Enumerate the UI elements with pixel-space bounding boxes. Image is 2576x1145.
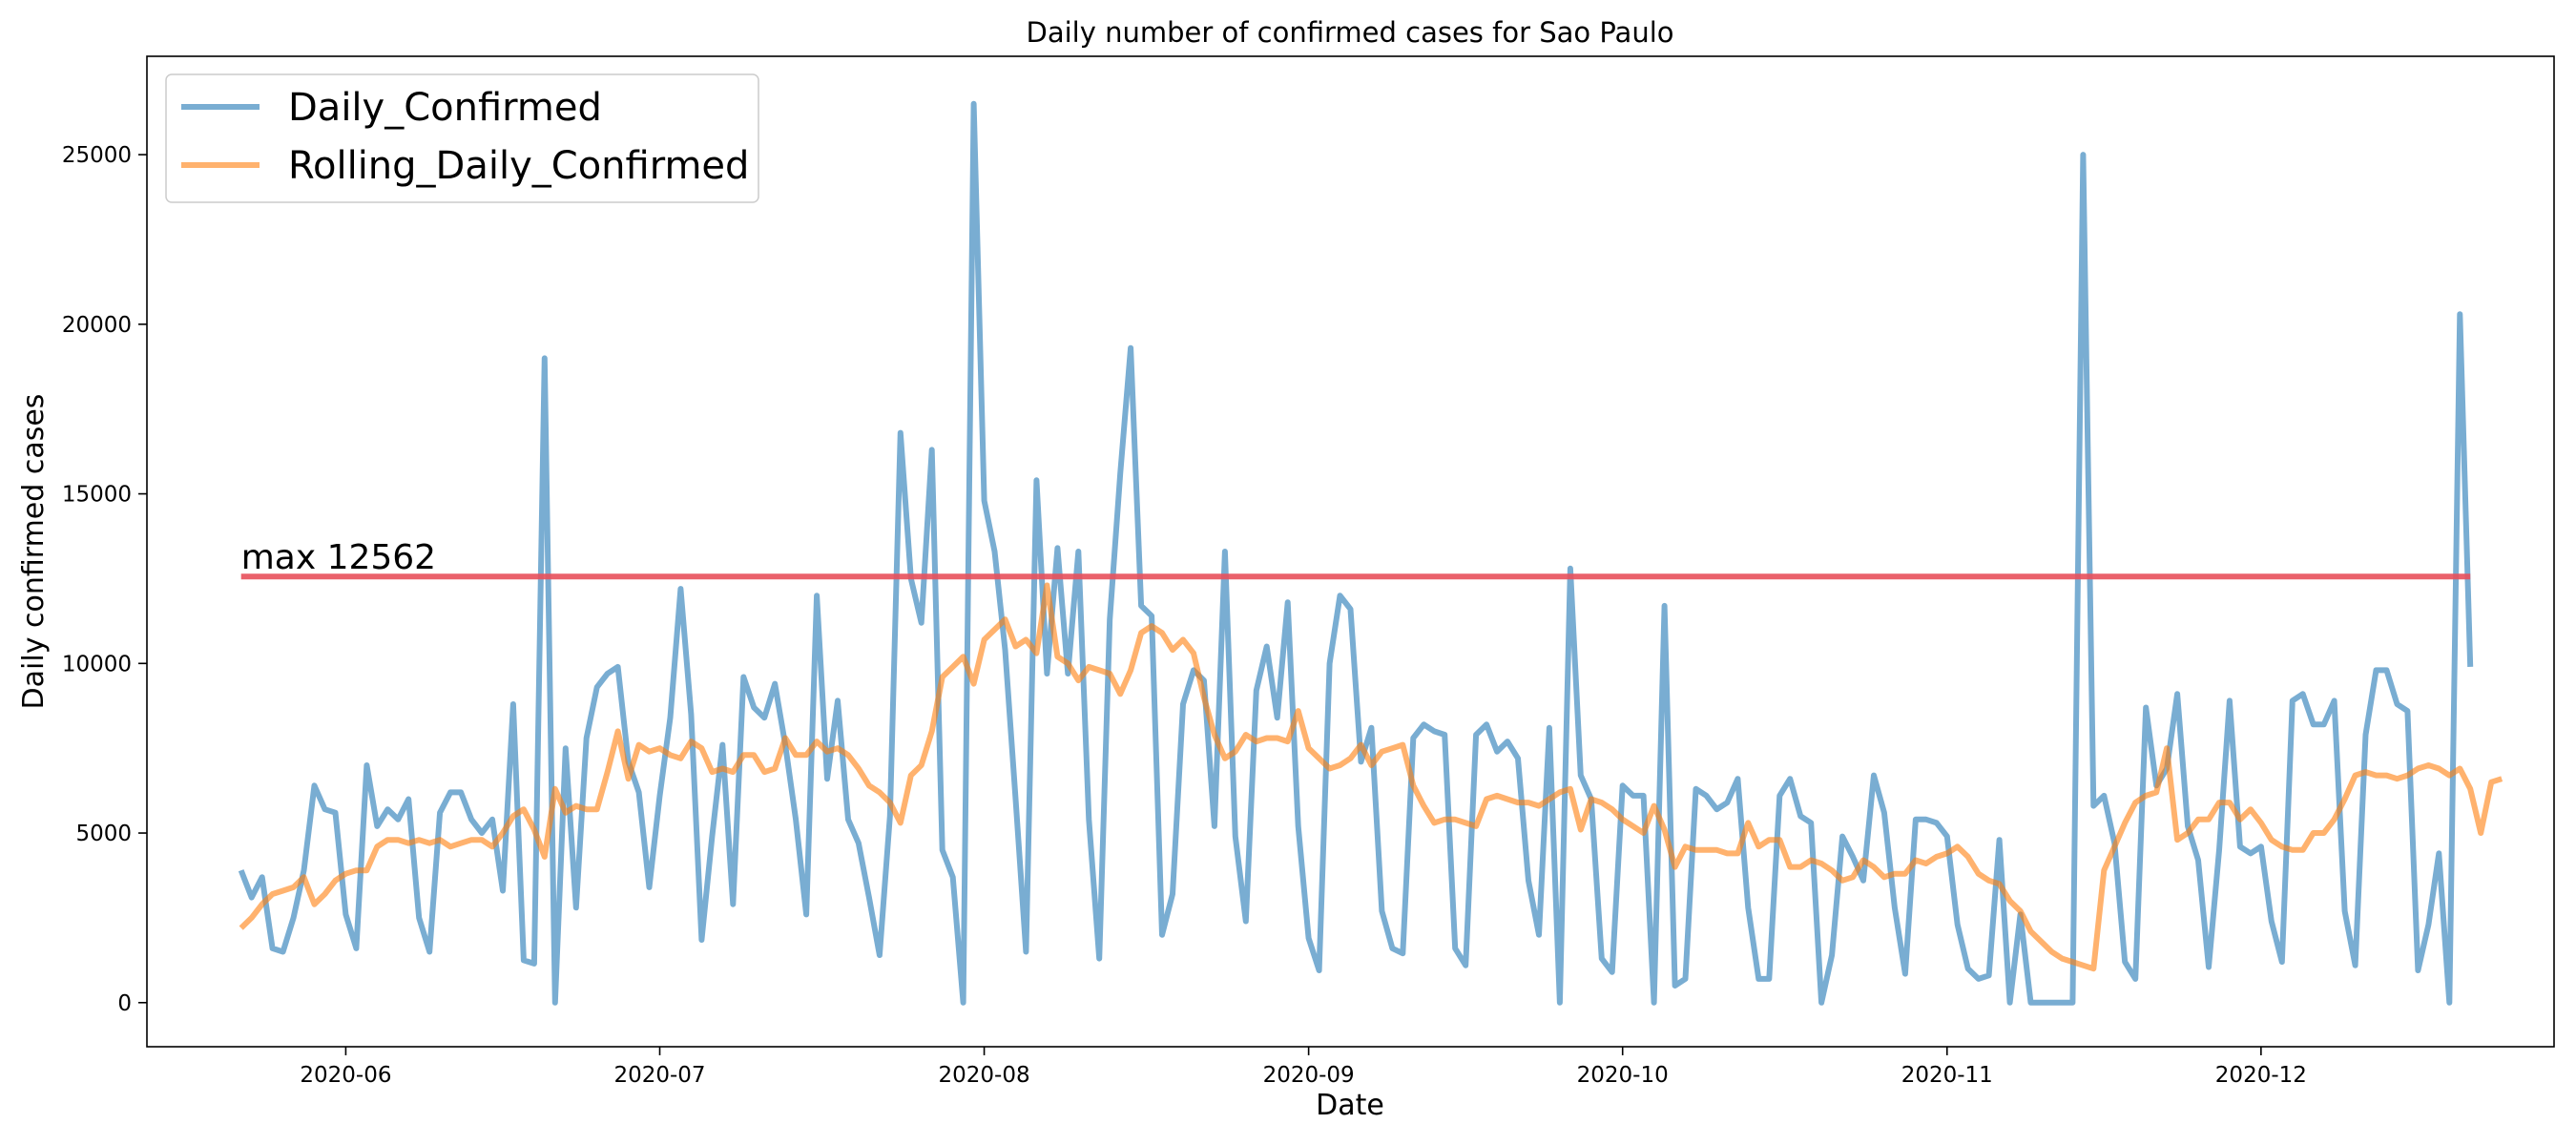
series-line-rolling-daily-confirmed bbox=[239, 582, 2503, 972]
y-tick-label: 25000 bbox=[62, 143, 132, 168]
x-tick-label: 2020-09 bbox=[1263, 1063, 1355, 1088]
y-tick-label: 15000 bbox=[62, 483, 132, 508]
x-tick-label: 2020-12 bbox=[2215, 1063, 2307, 1088]
x-axis: 2020-06 2020-07 2020-08 2020-09 2020-10 2020-… bbox=[300, 1047, 2307, 1088]
x-tick-label: 2020-11 bbox=[1901, 1063, 1993, 1088]
series-line-daily-confirmed bbox=[238, 100, 2474, 1006]
y-axis: 0 5000 10000 15000 20000 25000 bbox=[62, 143, 147, 1016]
legend: Daily_Confirmed Rolling_Daily_Confirmed bbox=[165, 73, 759, 203]
x-tick-label: 2020-10 bbox=[1577, 1063, 1669, 1088]
plot-frame bbox=[146, 55, 2555, 1048]
legend-label-daily-confirmed: Daily_Confirmed bbox=[288, 86, 602, 130]
y-tick-label: 0 bbox=[117, 991, 132, 1016]
y-axis-label: Daily confirmed cases bbox=[17, 394, 51, 710]
x-tick-label: 2020-06 bbox=[300, 1063, 391, 1088]
chart-title: Daily number of confirmed cases for Sao … bbox=[1027, 16, 1674, 49]
x-axis-label: Date bbox=[1316, 1089, 1384, 1122]
max-annotation-label: max 12562 bbox=[241, 538, 436, 577]
y-tick-label: 5000 bbox=[75, 822, 132, 846]
annotation-layer: max 12562 bbox=[240, 538, 2471, 580]
x-tick-label: 2020-07 bbox=[613, 1063, 705, 1088]
x-tick-label: 2020-08 bbox=[939, 1063, 1030, 1088]
legend-box bbox=[165, 73, 759, 203]
y-tick-label: 20000 bbox=[62, 313, 132, 338]
y-tick-label: 10000 bbox=[62, 652, 132, 677]
series-layer bbox=[238, 100, 2503, 1006]
legend-label-rolling-daily-confirmed: Rolling_Daily_Confirmed bbox=[288, 144, 749, 188]
